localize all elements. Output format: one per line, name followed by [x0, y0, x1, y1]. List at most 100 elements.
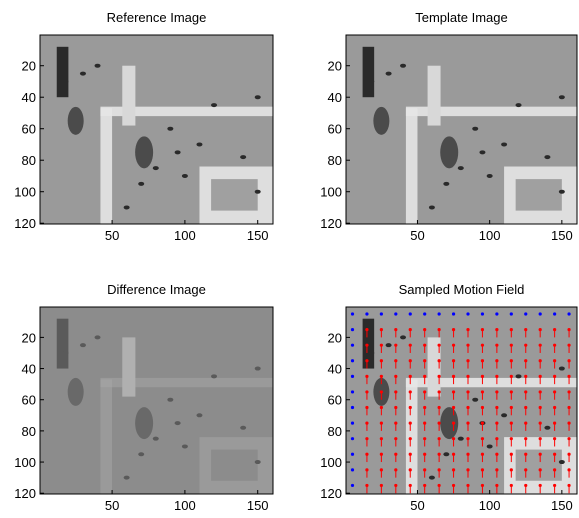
motion-arrow	[408, 452, 412, 463]
y-tick-label: 100	[320, 455, 342, 470]
arrow-head	[394, 405, 398, 410]
pigeon	[123, 205, 130, 210]
arrow-head	[423, 468, 427, 472]
y-tick-label: 120	[320, 216, 342, 231]
motion-arrow	[480, 343, 485, 353]
y-tick-label: 40	[328, 90, 342, 105]
arrow-head	[538, 343, 542, 347]
y-tick-label: 100	[320, 185, 342, 200]
arrow-head	[567, 421, 571, 425]
pigeon	[138, 452, 145, 457]
motion-arrow	[480, 359, 485, 369]
arrow-head	[480, 359, 485, 363]
motion-arrow	[495, 405, 499, 416]
motion-arrow	[480, 468, 485, 478]
arrow-head	[466, 327, 470, 332]
x-tick-label: 50	[105, 228, 119, 243]
arrow-head	[524, 437, 528, 441]
arrow-head	[365, 421, 369, 425]
y-tick-label: 100	[14, 455, 36, 470]
arrow-head	[509, 359, 513, 363]
pavement-line	[405, 377, 577, 388]
arrow-head	[365, 390, 369, 394]
motion-arrow	[538, 437, 542, 447]
arrow-head	[437, 437, 441, 441]
arrow-head	[437, 374, 441, 378]
y-tick-label: 60	[22, 393, 36, 408]
arrow-head	[567, 390, 571, 394]
pigeon	[385, 71, 392, 76]
zero-vector	[538, 312, 542, 316]
pigeon	[558, 189, 565, 194]
motion-arrow	[466, 437, 470, 447]
motion-arrow	[509, 374, 513, 385]
pigeon	[62, 350, 69, 355]
pigeon	[544, 155, 551, 160]
arrow-head	[567, 405, 571, 410]
arrow-head	[466, 359, 470, 363]
arrow-head	[451, 421, 456, 425]
person	[362, 318, 375, 369]
arrow-head	[567, 374, 571, 378]
arrow-head	[379, 327, 383, 332]
arrow-head	[495, 437, 499, 441]
arrow-head	[437, 390, 441, 394]
pigeon	[558, 366, 565, 371]
motion-arrow	[538, 421, 542, 431]
zero-vector	[365, 312, 369, 316]
arrow-head	[480, 390, 485, 394]
motion-arrow	[437, 437, 441, 447]
motion-arrow	[524, 343, 528, 353]
motion-arrow	[423, 421, 427, 431]
subplot-title: Reference Image	[107, 10, 207, 25]
arrow-head	[567, 327, 571, 332]
subplot-title: Sampled Motion Field	[399, 282, 525, 297]
pavement-line	[100, 379, 113, 494]
motion-arrow	[553, 483, 557, 494]
arrow-head	[495, 327, 499, 332]
x-tick-label: 150	[247, 228, 269, 243]
motion-arrow	[509, 405, 513, 416]
arrow-head	[423, 405, 427, 410]
motion-arrow	[553, 327, 557, 338]
arrow-head	[538, 437, 542, 441]
arrow-head	[553, 437, 557, 441]
image	[346, 307, 577, 494]
pigeon	[152, 166, 159, 171]
motion-arrow	[466, 374, 470, 385]
arrow-head	[509, 374, 513, 378]
x-tick-label: 150	[551, 498, 573, 513]
motion-arrow	[480, 483, 485, 494]
zero-vector	[524, 312, 528, 316]
arrow-head	[394, 421, 398, 425]
motion-arrow	[394, 483, 398, 494]
subplot-title: Template Image	[415, 10, 508, 25]
arrow-head	[553, 359, 557, 363]
motion-arrow	[379, 343, 383, 353]
arrow-head	[408, 468, 412, 472]
arrow-head	[451, 483, 456, 488]
motion-arrow	[408, 405, 412, 416]
pigeon	[544, 425, 551, 430]
arrow-head	[466, 437, 470, 441]
pigeon	[94, 335, 101, 340]
arrow-head	[509, 483, 513, 488]
arrow-head	[524, 468, 528, 472]
motion-arrow	[451, 359, 456, 369]
arrow-head	[538, 374, 542, 378]
arrow-head	[408, 483, 412, 488]
x-tick-label: 50	[410, 228, 424, 243]
pigeon	[211, 374, 218, 379]
motion-arrow	[480, 452, 485, 463]
arrow-head	[538, 327, 542, 332]
motion-arrow	[394, 452, 398, 463]
motion-arrow	[480, 327, 485, 338]
motion-arrow	[394, 343, 398, 353]
arrow-head	[379, 359, 383, 363]
motion-arrow	[365, 452, 369, 463]
zero-vector	[350, 405, 355, 410]
arrow-head	[553, 483, 557, 488]
zero-vector	[350, 421, 355, 425]
arrow-head	[394, 390, 398, 394]
motion-arrow	[466, 452, 470, 463]
